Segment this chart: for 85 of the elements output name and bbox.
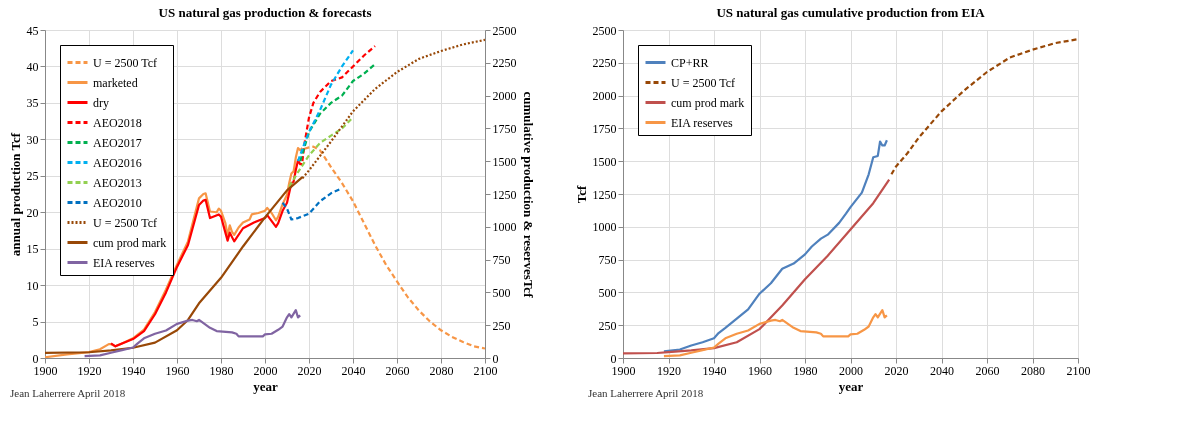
x-tick-label: 1960: [748, 363, 772, 378]
text: Jean Laherrere April 2018: [588, 387, 704, 399]
x-tick-label: 1960: [165, 363, 190, 378]
x-tick-label: 2080: [429, 363, 454, 378]
y2-tick-label: 2000: [492, 89, 517, 104]
y2-tick-label: 1500: [492, 154, 517, 169]
x-tick-label: 2060: [975, 363, 1000, 378]
legend-label: marketed: [93, 75, 138, 90]
y-tick-label: 250: [598, 318, 617, 333]
y-tick-label: 15: [26, 242, 39, 257]
x-tick-label: 1940: [121, 363, 146, 378]
y2-tick-label: 0: [492, 351, 499, 366]
y2-tick-label: 750: [492, 253, 511, 268]
x-tick-label: 2040: [930, 363, 954, 378]
legend-label: CP+RR: [671, 55, 709, 70]
legend-label: AEO2017: [93, 135, 142, 150]
y2-tick-label: 1000: [492, 220, 517, 235]
x-tick-label: 1980: [793, 363, 818, 378]
y-tick-label: 1000: [592, 220, 617, 235]
x-tick-label: 2000: [253, 363, 278, 378]
line-series: [83, 309, 302, 358]
y-tick-label: 750: [598, 253, 617, 268]
line-series: [299, 63, 377, 163]
legend-label: AEO2010: [93, 195, 142, 210]
x-tick-label: 1900: [611, 363, 636, 378]
y-axis-title: annual production Tcf: [7, 132, 23, 257]
legend-label: AEO2018: [93, 115, 142, 130]
legend-label: dry: [93, 95, 109, 110]
line-series: [296, 49, 355, 163]
y-tick-label: 0: [32, 351, 39, 366]
legend-label: U = 2500 Tcf: [93, 215, 158, 230]
y-tick-label: 1250: [592, 187, 617, 202]
line-series: [623, 178, 891, 355]
legend-label: cum prod mark: [671, 95, 745, 110]
y-tick-label: 2500: [592, 23, 617, 38]
line-series: [662, 139, 888, 353]
y-tick-label: 2250: [592, 56, 617, 71]
y-tick-label: 1500: [592, 154, 617, 169]
y-tick-label: 2000: [592, 89, 617, 104]
y-tick-label: 5: [32, 315, 39, 330]
y2-tick-label: 2250: [492, 56, 517, 71]
x-tick-label: 2000: [839, 363, 863, 378]
y2-tick-label: 500: [492, 285, 511, 300]
y-tick-label: 25: [26, 169, 39, 184]
x-tick-label: 2100: [473, 363, 498, 378]
x-tick-label: 2080: [1021, 363, 1045, 378]
y2-tick-label: 1250: [492, 187, 517, 202]
x-tick-label: 2020: [884, 363, 909, 378]
chart-title: US natural gas cumulative production from EIA: [716, 5, 986, 20]
y-tick-label: 0: [610, 351, 617, 366]
x-tick-label: 2100: [1066, 363, 1091, 378]
x-axis-title: year: [838, 378, 864, 394]
y2-tick-label: 250: [492, 318, 511, 333]
chart-title: US natural gas production & forecasts: [158, 5, 372, 20]
x-axis-title: year: [253, 378, 278, 394]
legend-label: U = 2500 Tcf: [93, 55, 158, 70]
x-tick-label: 2040: [341, 363, 366, 378]
legend-label: AEO2016: [93, 155, 142, 170]
legend-label: EIA reserves: [671, 115, 733, 130]
y-tick-label: 35: [26, 96, 39, 111]
legend-label: AEO2013: [93, 175, 142, 190]
x-tick-label: 1940: [702, 363, 727, 378]
legend-label: U = 2500 Tcf: [671, 75, 736, 90]
x-tick-label: 1920: [657, 363, 681, 378]
text: Jean Laherrere April 2018: [10, 387, 126, 399]
y2-tick-label: 2500: [492, 23, 517, 38]
y-tick-label: 1750: [592, 121, 617, 136]
y-axis-title: Tcf: [573, 185, 589, 204]
line-series: [890, 38, 1078, 176]
x-tick-label: 1900: [33, 363, 58, 378]
y-tick-label: 40: [26, 59, 39, 74]
x-tick-label: 1980: [209, 363, 234, 378]
y-tick-label: 500: [598, 285, 617, 300]
y-tick-label: 10: [26, 278, 39, 293]
line-series: [662, 309, 888, 358]
y-tick-label: 45: [26, 23, 39, 38]
y-tick-label: 30: [26, 132, 39, 147]
y2-axis-title: cumulative production & reservesTcf: [520, 91, 536, 299]
x-tick-label: 1920: [77, 363, 102, 378]
y2-tick-label: 1750: [492, 121, 517, 136]
legend-label: cum prod mark: [93, 235, 167, 250]
x-tick-label: 2060: [385, 363, 410, 378]
x-tick-label: 2020: [297, 363, 322, 378]
y-tick-label: 20: [26, 205, 39, 220]
legend-label: EIA reserves: [93, 255, 155, 270]
